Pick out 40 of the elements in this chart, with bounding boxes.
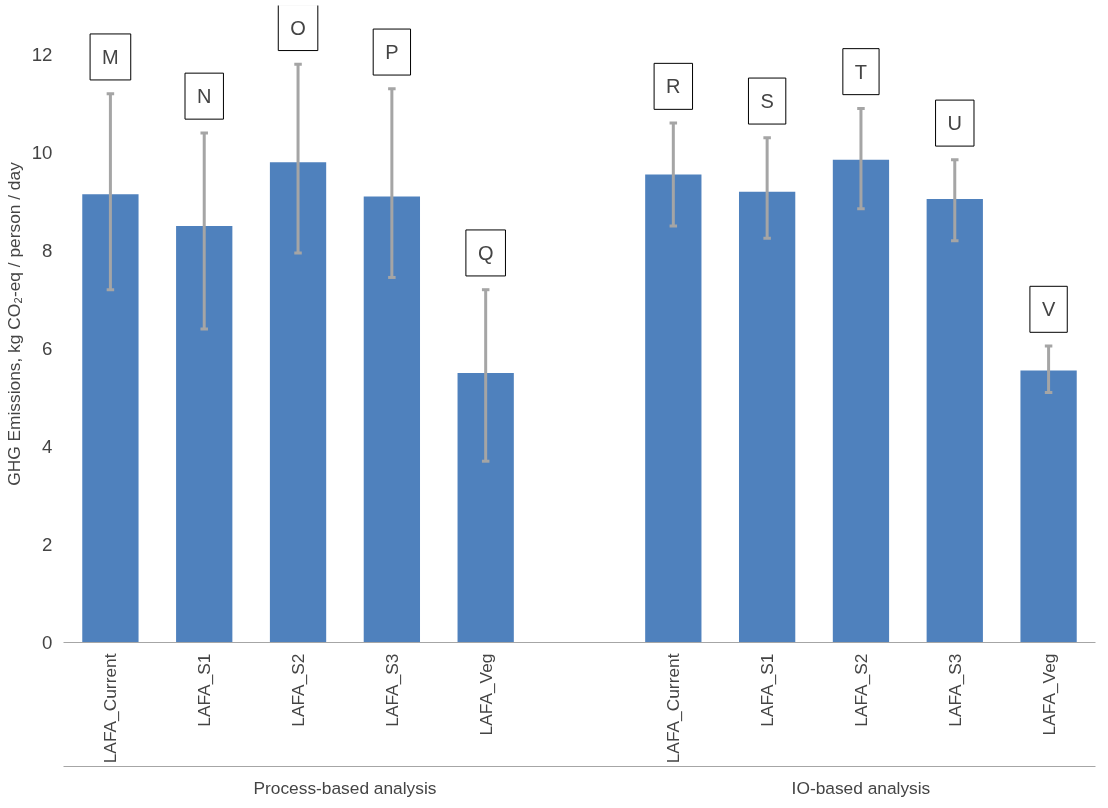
bar [832,159,890,643]
x-tick-label: LAFA_Current [100,653,121,764]
bar [82,194,139,643]
x-tick-label: LAFA_S1 [194,653,215,727]
x-tick-label: LAFA_S2 [288,653,309,727]
x-tick-label: LAFA_S1 [757,653,778,727]
x-tick-label: LAFA_Current [663,653,684,764]
bar [645,174,702,643]
y-axis-title: GHG Emissions, kg CO₂-eq / person / day [3,161,24,486]
bar [176,226,233,643]
text: IO-based analysis [791,777,931,798]
x-tick-label: LAFA_Veg [1038,653,1059,736]
annotation: R [666,75,681,98]
x-tick-label: LAFA_S2 [850,653,871,727]
annotation: P [385,41,399,64]
bar [457,373,514,643]
annotation: Q [477,241,494,264]
bar [363,196,421,643]
bar [926,199,983,643]
y-tick-label: 10 [31,142,53,163]
annotation: U [947,112,962,135]
y-tick-label: 2 [42,534,53,555]
annotation: T [854,60,868,83]
annotation: O [290,16,306,39]
annotation: N [197,85,212,108]
y-tick-label: 4 [42,436,53,457]
bar [738,191,796,643]
x-tick-label: LAFA_S3 [944,653,965,727]
y-tick-label: 6 [42,338,53,359]
x-tick-label: LAFA_Veg [475,653,496,736]
text: Process-based analysis [253,777,437,798]
bar [1020,370,1077,643]
annotation: M [102,45,119,68]
x-tick-label: LAFA_S3 [381,653,402,727]
annotation: V [1041,298,1056,321]
annotation: S [760,90,774,113]
y-tick-label: 12 [31,44,53,65]
bar [269,162,327,643]
y-tick-label: 8 [42,240,53,261]
y-tick-label: 0 [42,632,53,653]
